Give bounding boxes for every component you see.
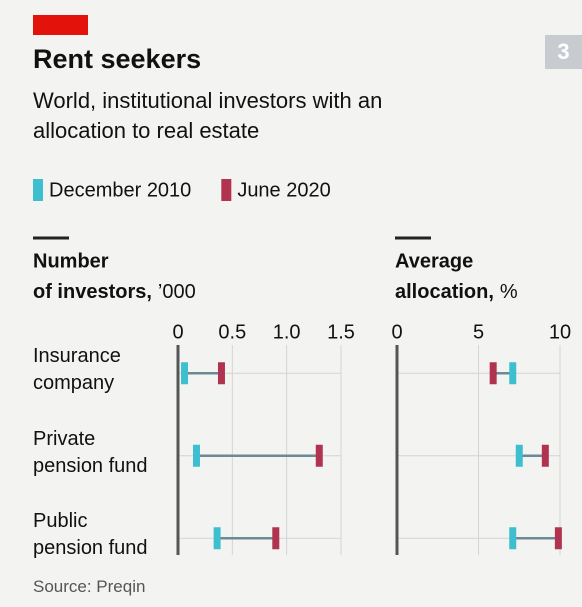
dumbbell-end: [489, 362, 497, 385]
x-tick-label: 0: [172, 321, 183, 343]
x-tick-label: 10: [549, 321, 571, 343]
x-tick-label: 0: [391, 321, 402, 343]
x-tick-label: 0.5: [218, 321, 246, 343]
axis-title-line2: allocation,%: [395, 281, 518, 303]
category-label: Public pension fund: [33, 510, 148, 560]
red-flag: [33, 15, 88, 35]
dumbbell-end: [315, 444, 323, 467]
dumbbell-end: [217, 362, 225, 385]
category-label: Private pension fund: [33, 427, 148, 477]
dumbbell-end: [554, 527, 562, 550]
x-tick-label: 1.0: [273, 321, 301, 343]
dumbbell-end: [509, 527, 517, 550]
subtitle: World, institutional investors with an a…: [33, 88, 383, 143]
dumbbell-end: [541, 444, 549, 467]
title: Rent seekers: [33, 44, 202, 74]
category-label: Insurance company: [33, 345, 121, 395]
axis-title-line2: of investors, ’000: [33, 281, 196, 303]
dumbbell-end: [181, 362, 189, 385]
source: Source: Preqin: [33, 577, 146, 596]
dumbbell-end: [192, 444, 200, 467]
axis-unit: %: [500, 281, 518, 303]
axis-unit: ’000: [158, 281, 196, 303]
badge: 3: [545, 35, 582, 69]
axis-title: Average: [395, 250, 473, 272]
axis-title: Number: [33, 250, 109, 272]
dumbbell-end: [509, 362, 517, 385]
dumbbell-end: [213, 527, 221, 550]
legend-swatch: [33, 179, 43, 201]
legend-label: June 2020: [237, 179, 330, 201]
axis-title-rest: of investors,: [33, 281, 152, 303]
dumbbell-end: [272, 527, 280, 550]
axis-title-rest: allocation,: [395, 281, 494, 303]
legend-label: December 2010: [49, 179, 191, 201]
x-tick-label: 5: [473, 321, 484, 343]
x-tick-label: 1.5: [327, 321, 355, 343]
dumbbell-end: [515, 444, 523, 467]
legend-swatch: [221, 179, 232, 201]
